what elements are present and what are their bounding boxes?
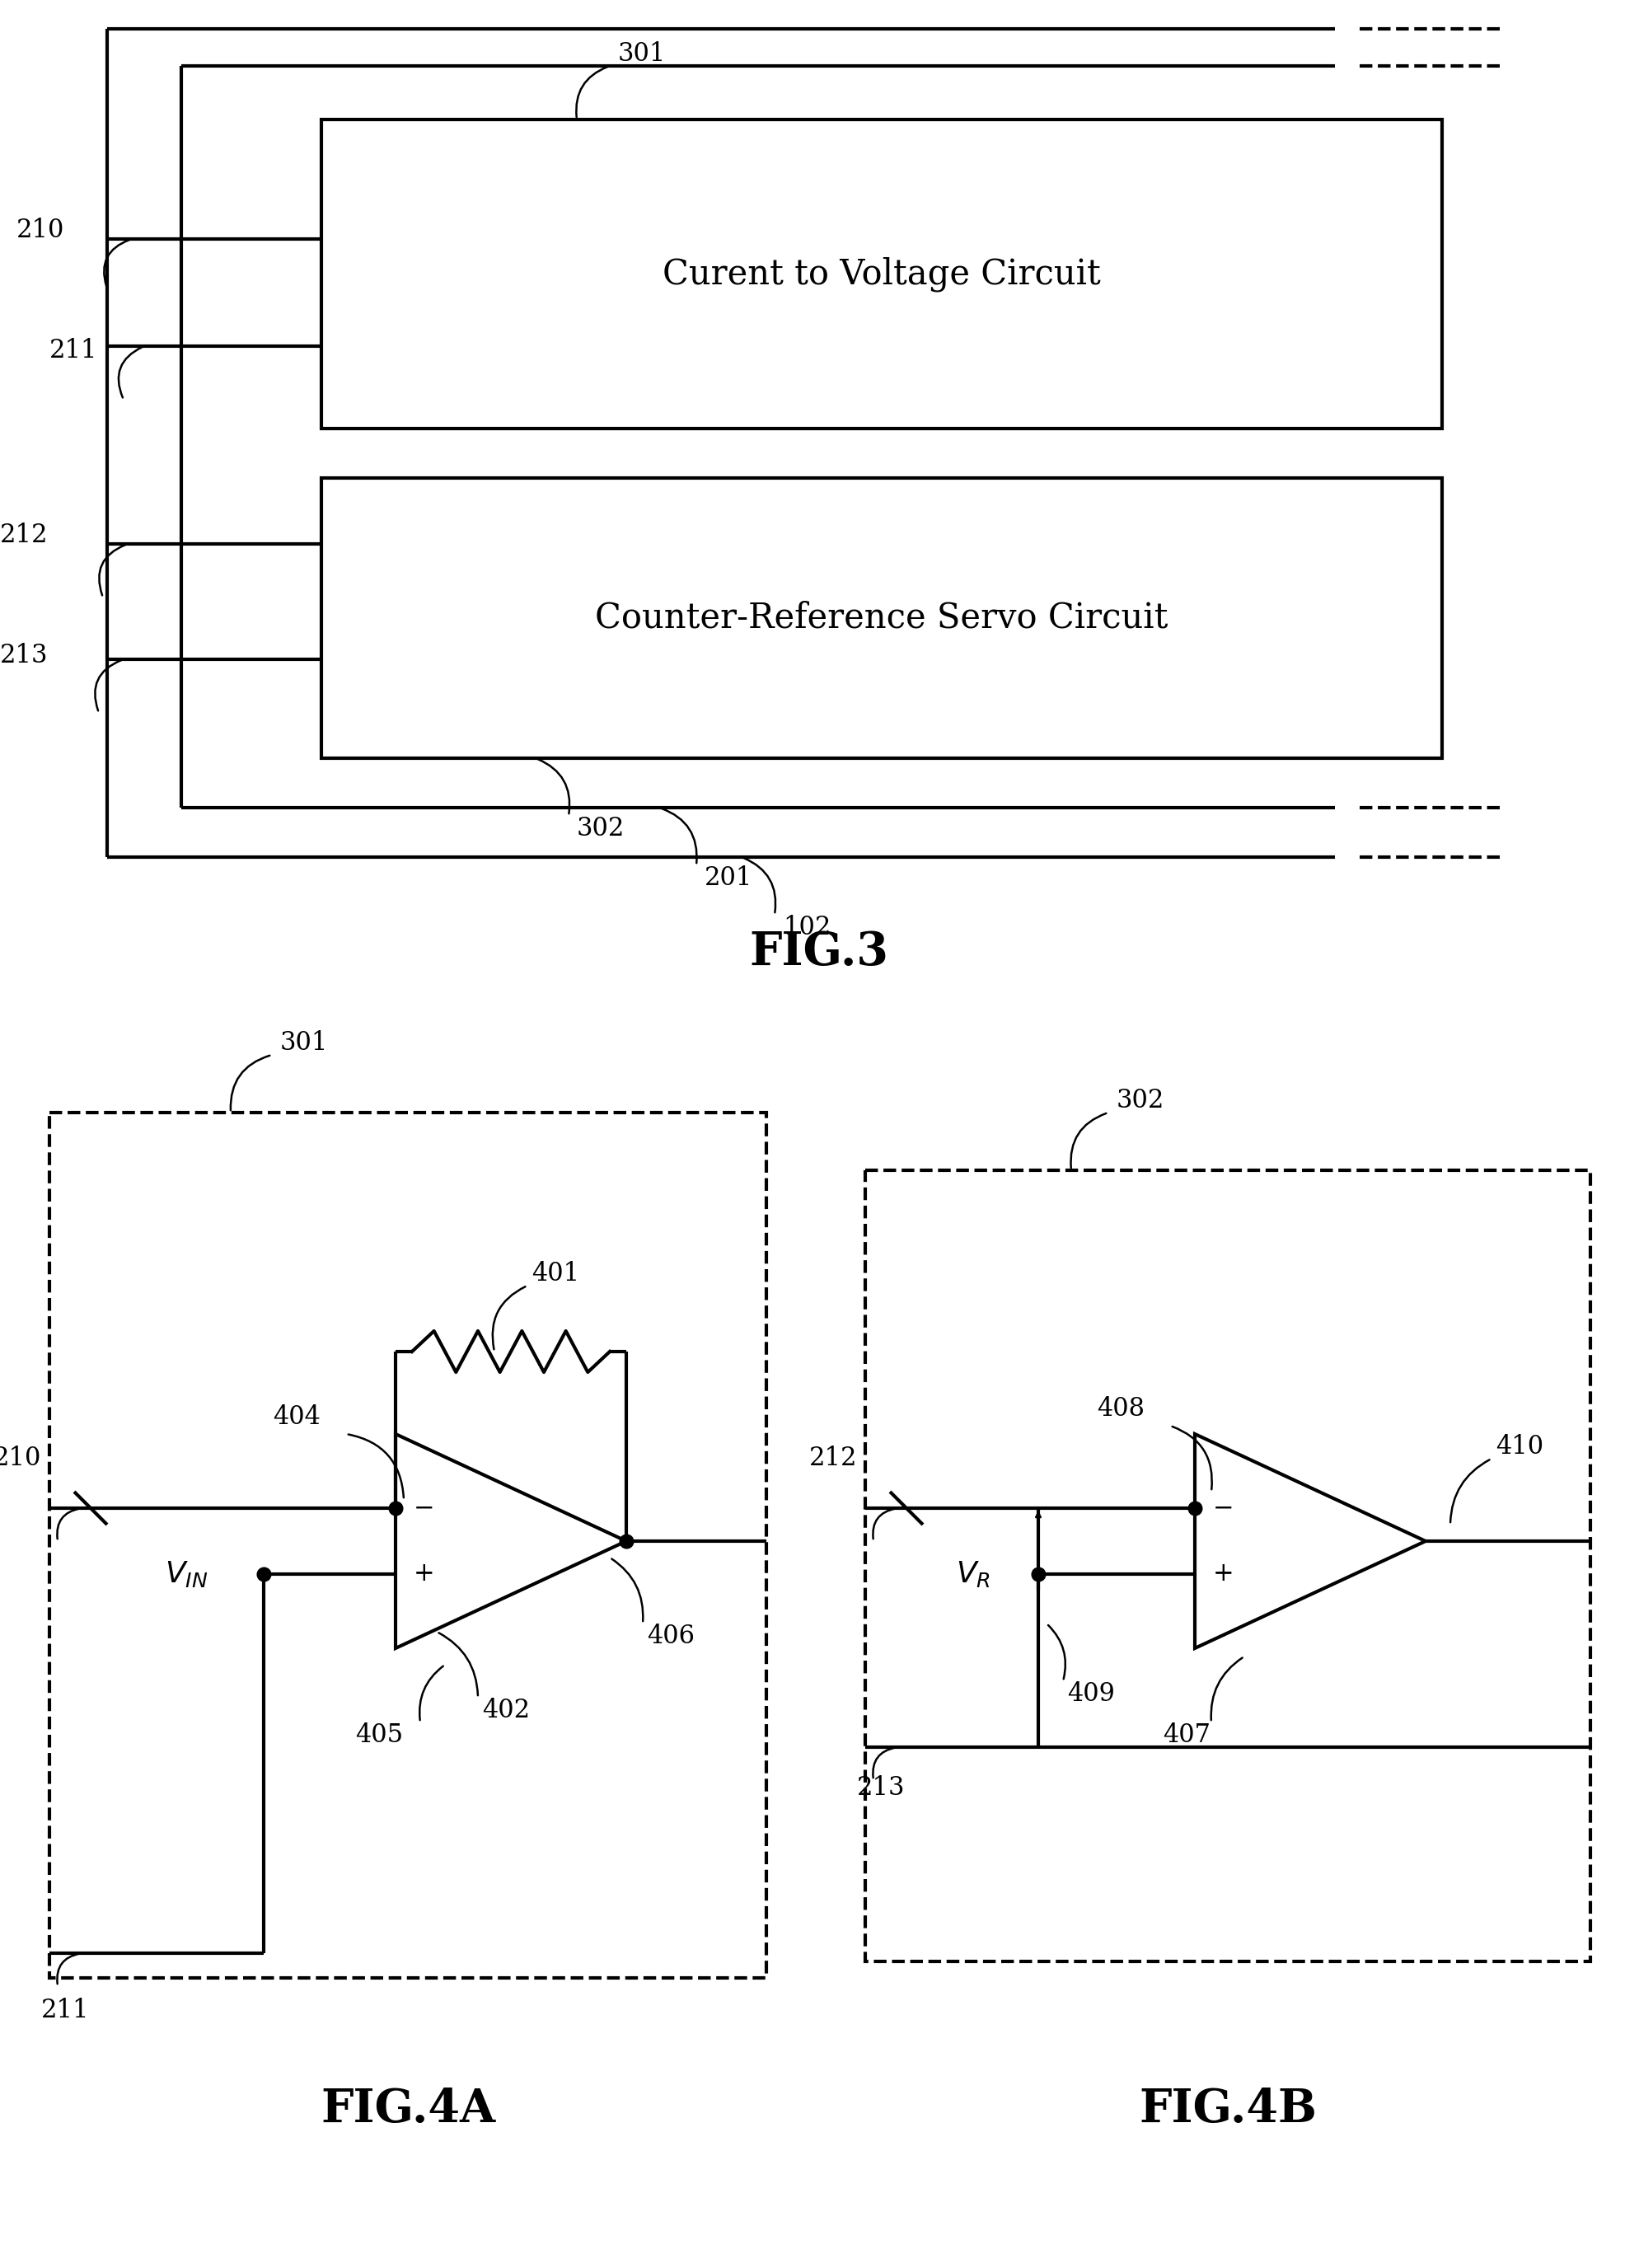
Text: FIG.3: FIG.3 <box>749 930 888 975</box>
Text: 102: 102 <box>783 914 831 939</box>
Bar <box>321 479 1442 758</box>
Bar <box>49 1114 767 1978</box>
Polygon shape <box>395 1433 626 1649</box>
Text: 201: 201 <box>705 864 752 891</box>
Text: Counter-Reference Servo Circuit: Counter-Reference Servo Circuit <box>595 601 1169 635</box>
Polygon shape <box>1195 1433 1426 1649</box>
Text: 302: 302 <box>577 816 624 841</box>
Text: 409: 409 <box>1067 1681 1115 1706</box>
Text: 408: 408 <box>1096 1397 1144 1422</box>
Text: 212: 212 <box>0 524 48 549</box>
Text: 213: 213 <box>0 642 48 669</box>
Text: 401: 401 <box>531 1261 580 1286</box>
Text: +: + <box>413 1560 434 1588</box>
Text: −: − <box>415 1495 434 1522</box>
Text: −: − <box>1213 1495 1234 1522</box>
Text: 211: 211 <box>49 338 98 363</box>
Text: +: + <box>1213 1560 1234 1588</box>
Text: FIG.4A: FIG.4A <box>321 2087 495 2132</box>
Bar <box>865 1170 1590 1962</box>
Text: 213: 213 <box>857 1776 905 1801</box>
Text: Curent to Voltage Circuit: Curent to Voltage Circuit <box>662 256 1101 293</box>
Text: 410: 410 <box>1496 1433 1544 1458</box>
Text: 405: 405 <box>356 1721 403 1749</box>
Text: 301: 301 <box>618 41 665 66</box>
Bar <box>321 120 1442 429</box>
Text: 301: 301 <box>280 1030 328 1055</box>
Text: 212: 212 <box>808 1447 857 1472</box>
Text: 210: 210 <box>16 218 64 243</box>
Text: $V_R$: $V_R$ <box>956 1560 990 1590</box>
Text: 407: 407 <box>1162 1721 1211 1749</box>
Text: FIG.4B: FIG.4B <box>1139 2087 1316 2132</box>
Text: $V_{IN}$: $V_{IN}$ <box>166 1560 208 1590</box>
Text: 302: 302 <box>1116 1086 1165 1114</box>
Text: 404: 404 <box>272 1404 321 1431</box>
Text: 406: 406 <box>647 1624 695 1649</box>
Text: 211: 211 <box>41 1998 90 2023</box>
Text: 402: 402 <box>482 1696 529 1724</box>
Text: 210: 210 <box>0 1447 41 1472</box>
